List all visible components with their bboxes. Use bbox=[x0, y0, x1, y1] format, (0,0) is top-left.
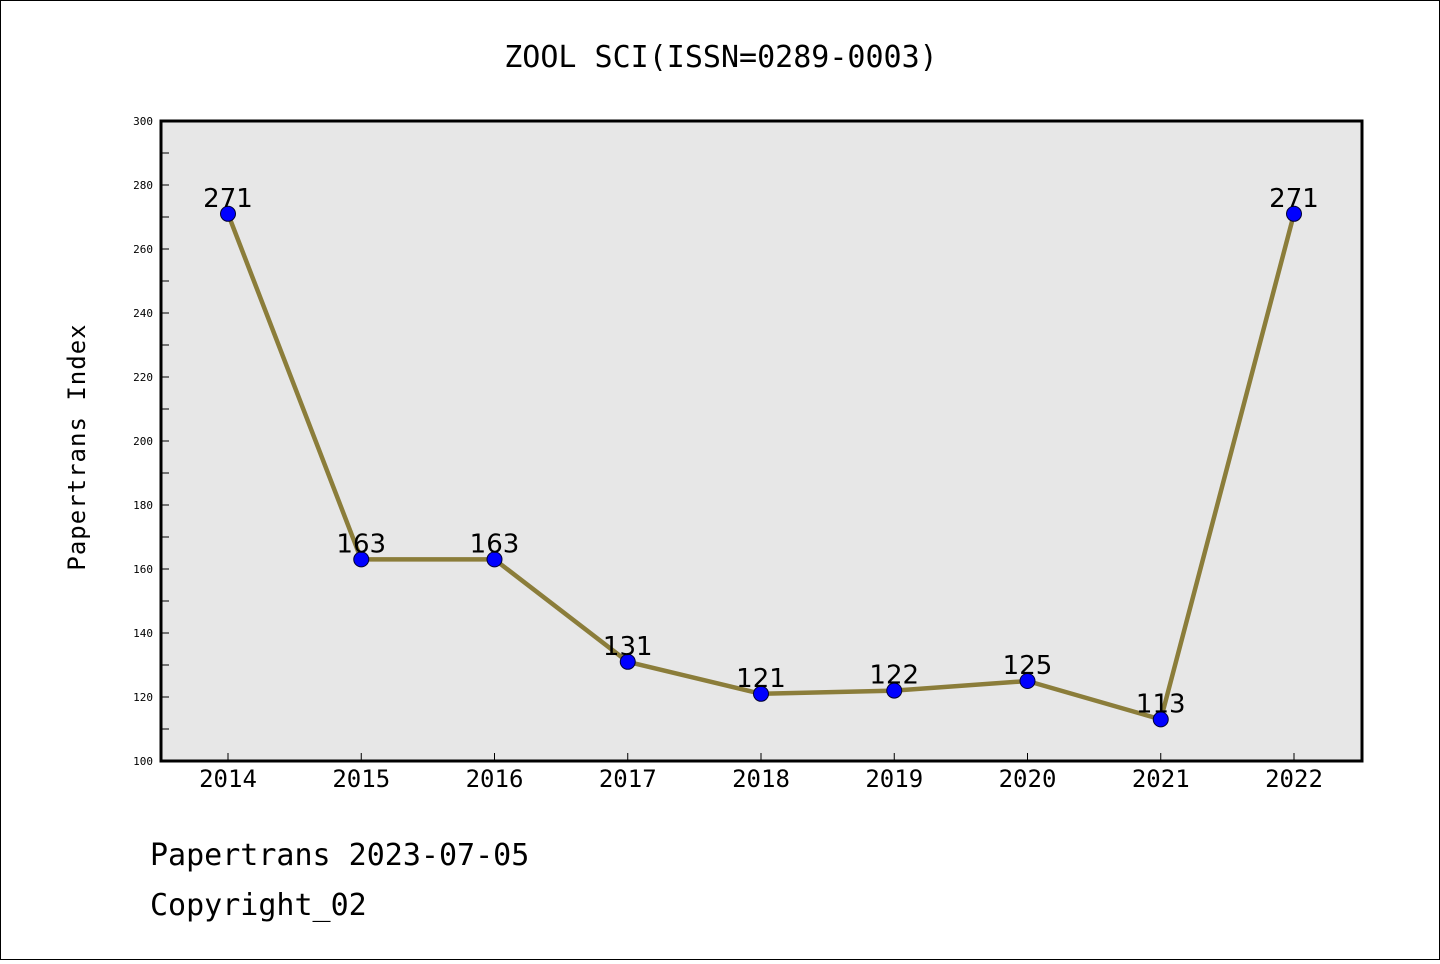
y-tick-label: 120 bbox=[133, 691, 153, 704]
footer-copyright-text: Copyright_02 bbox=[150, 888, 367, 923]
y-axis: 100 120 140 160 180 200 220 240 260 280 300 bbox=[133, 115, 169, 768]
data-point bbox=[619, 653, 636, 670]
data-point bbox=[886, 682, 903, 699]
x-tick-label: 2020 bbox=[999, 765, 1057, 793]
y-tick-label: 240 bbox=[133, 307, 153, 320]
y-tick-label: 300 bbox=[133, 115, 153, 128]
x-tick-label: 2014 bbox=[199, 765, 257, 793]
data-point bbox=[1152, 711, 1169, 728]
x-tick-label: 2018 bbox=[732, 765, 790, 793]
footer-date-text: Papertrans 2023-07-05 bbox=[150, 838, 529, 873]
y-tick-label: 220 bbox=[133, 371, 153, 384]
x-axis: 2014 2015 2016 2017 2018 2019 2020 2021 2022 bbox=[199, 753, 1323, 793]
data-label: 121 bbox=[736, 664, 786, 694]
x-tick-label: 2017 bbox=[599, 765, 657, 793]
y-tick-label: 140 bbox=[133, 627, 153, 640]
x-tick-label: 2016 bbox=[466, 765, 524, 793]
data-point bbox=[1286, 205, 1302, 222]
data-label: 125 bbox=[1003, 651, 1053, 681]
data-point bbox=[353, 551, 370, 568]
data-point bbox=[1019, 673, 1036, 689]
data-label: 271 bbox=[203, 184, 253, 214]
y-tick-label: 280 bbox=[133, 179, 153, 192]
plot-area bbox=[159, 119, 1364, 763]
data-point bbox=[486, 551, 503, 568]
data-label: 131 bbox=[603, 632, 653, 662]
data-label: 271 bbox=[1269, 184, 1319, 214]
y-tick-label: 260 bbox=[133, 243, 153, 256]
data-point bbox=[753, 685, 769, 702]
chart-title: ZOOL SCI(ISSN=0289-0003) bbox=[504, 40, 937, 75]
data-label: 163 bbox=[470, 529, 520, 559]
x-tick-label: 2021 bbox=[1132, 765, 1190, 793]
y-axis-label: Papertrans Index bbox=[63, 323, 91, 570]
x-tick-label: 2022 bbox=[1265, 765, 1323, 793]
data-label: 113 bbox=[1136, 689, 1186, 719]
data-point bbox=[220, 205, 236, 222]
y-tick-label: 100 bbox=[133, 755, 153, 768]
series-layer: 271 163 163 131 121 122 125 113 271 bbox=[203, 184, 1319, 728]
data-label: 122 bbox=[869, 661, 919, 691]
y-tick-label: 160 bbox=[133, 563, 153, 576]
y-tick-label: 200 bbox=[133, 435, 153, 448]
x-tick-label: 2019 bbox=[865, 765, 923, 793]
data-label: 163 bbox=[336, 529, 386, 559]
x-tick-label: 2015 bbox=[332, 765, 390, 793]
y-tick-label: 180 bbox=[133, 499, 153, 512]
